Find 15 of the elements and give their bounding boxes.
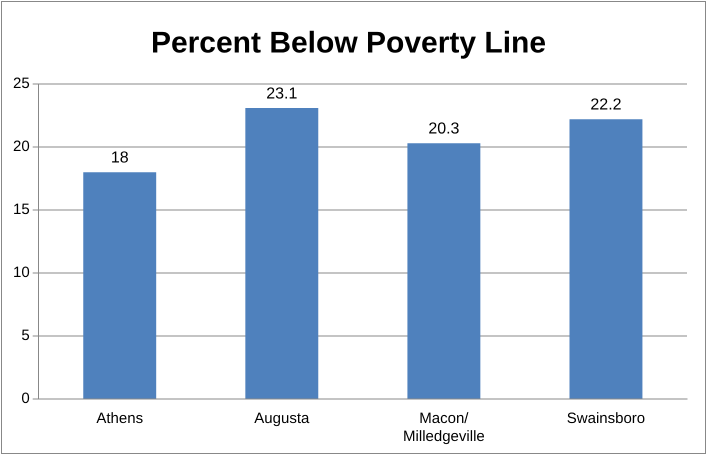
data-label: 23.1 <box>266 85 298 102</box>
x-tick-label: Swainsboro <box>566 410 646 428</box>
data-label: 20.3 <box>428 120 460 138</box>
data-label: 22.2 <box>590 96 622 114</box>
x-tick-label: Athens <box>96 410 144 428</box>
x-tick-label: Augusta <box>254 410 310 428</box>
y-tick-label: 0 <box>21 390 30 408</box>
x-tick-label: Macon/ Milledgeville <box>403 410 485 446</box>
y-tick-label: 25 <box>12 75 30 92</box>
y-tick-label: 20 <box>12 138 30 156</box>
y-tick-label: 10 <box>12 264 30 282</box>
data-label: 18 <box>110 150 129 167</box>
y-tick-label: 5 <box>21 327 30 344</box>
chart-title: Percent Below Poverty Line <box>150 26 546 60</box>
y-tick-label: 15 <box>12 201 30 218</box>
